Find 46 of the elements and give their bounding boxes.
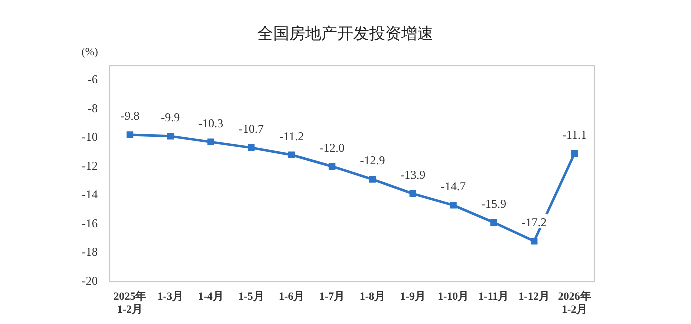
y-tick-label: -16 [82,216,98,230]
x-tick-label: 2026年 1-2月 [558,290,592,316]
y-tick-label: -14 [82,188,98,202]
y-tick-label: -20 [82,274,98,288]
point [126,132,134,138]
y-tick-label: -10 [82,130,98,144]
y-tick-label: -12 [82,158,98,173]
point [248,144,255,152]
text: -14.7 [441,180,466,194]
x-tick-label: 1-7月 [319,291,346,304]
chart-title: 全国房地产开发投资增速 [256,24,434,45]
y-axis-title: (%) [82,46,99,58]
text: -9.9 [161,110,180,125]
text: -11.2 [280,129,304,144]
x-tick-label: 1-8月 [360,291,386,304]
y-tick-label: -6 [88,72,98,87]
text: -15.9 [481,196,506,211]
point [369,176,376,183]
x-tick-label: 1-11月 [478,291,510,304]
text: -9.8 [120,109,140,124]
point [208,138,214,146]
text: -10.7 [238,122,264,136]
point [328,163,336,170]
point [531,238,538,245]
x-tick-label: 1-5月 [238,291,264,304]
x-tick-label: 2025年 1-2月 [114,290,147,316]
x-tick-label: 1-10月 [438,291,470,304]
x-tick-label: 1-3月 [158,291,184,304]
text: -12.0 [320,140,345,155]
point [288,152,296,158]
point [571,150,578,158]
point [167,133,174,140]
point [490,219,498,226]
text: -12.9 [360,154,386,168]
x-tick-label: 1-6月 [279,291,305,304]
text: -17.2 [522,216,547,230]
text: -13.9 [400,168,426,182]
point [410,190,416,198]
point [450,202,457,209]
text: -10.3 [198,116,224,130]
y-tick-label: -18 [82,245,98,260]
y-tick-label: -8 [88,101,98,116]
x-tick-label: 1-12月 [518,291,550,304]
text: -11.1 [562,128,588,142]
x-tick-label: 1-4月 [198,291,224,304]
x-tick-label: 1-9月 [400,291,426,304]
